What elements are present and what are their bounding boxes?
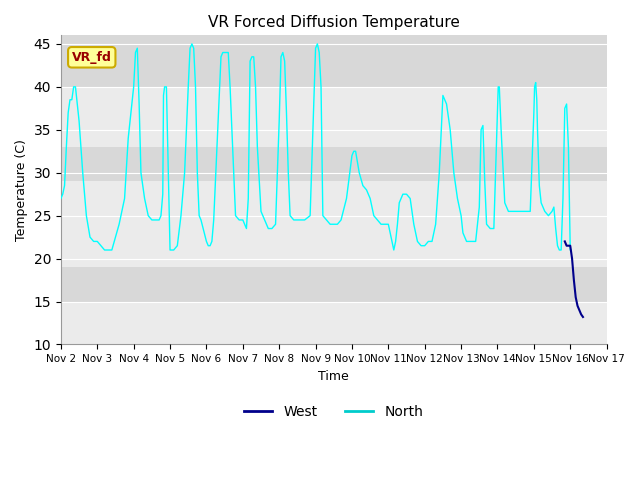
Title: VR Forced Diffusion Temperature: VR Forced Diffusion Temperature [208, 15, 460, 30]
Bar [61, 87, 607, 147]
Bar [61, 301, 607, 345]
Y-axis label: Temperature (C): Temperature (C) [15, 139, 28, 241]
Legend: West, North: West, North [239, 399, 429, 424]
Bar [61, 181, 607, 267]
X-axis label: Time: Time [318, 370, 349, 383]
Text: VR_fd: VR_fd [72, 51, 112, 64]
